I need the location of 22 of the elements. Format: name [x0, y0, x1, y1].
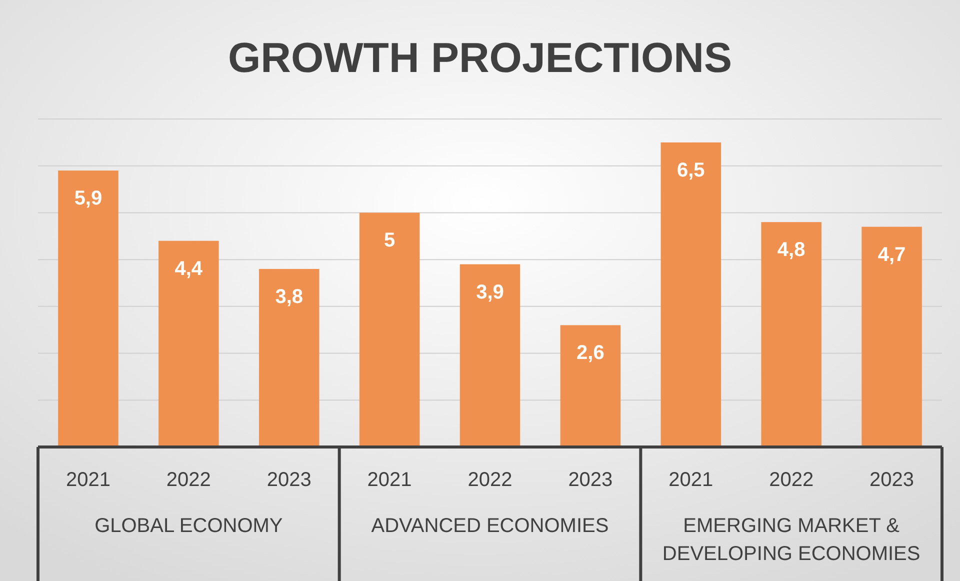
x-tick-label: 2023	[568, 469, 613, 491]
x-tick-label: 2021	[367, 469, 412, 491]
x-tick-label: 2023	[266, 469, 312, 491]
x-tick-label: 2022	[769, 469, 814, 491]
data-label: 6,5	[676, 159, 705, 182]
data-label: 3,9	[476, 281, 504, 304]
data-label: 5,9	[74, 188, 102, 210]
x-tick-label: 2021	[668, 469, 714, 491]
x-tick-label: 2022	[468, 469, 512, 491]
text: EMERGING MARKET & DEVELOPING ECONOMIES	[662, 515, 920, 565]
text: GLOBAL ECONOMY	[94, 515, 283, 537]
x-tick-label: 2023	[870, 469, 914, 491]
data-label: 3,8	[275, 286, 304, 308]
data-label: 4,4	[174, 258, 204, 280]
data-label: 5	[384, 230, 396, 252]
text: ADVANCED ECONOMIES	[371, 515, 609, 537]
data-label: 2,6	[576, 342, 604, 364]
chart-title: GROWTH PROJECTIONS	[228, 34, 732, 81]
data-label: 4,7	[878, 244, 906, 266]
data-label: 4,8	[777, 239, 806, 262]
x-tick-label: 2022	[166, 469, 211, 491]
x-tick-label: 2021	[66, 469, 110, 491]
